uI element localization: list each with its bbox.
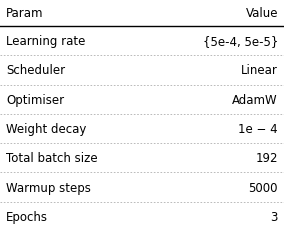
Text: Value: Value (245, 7, 278, 20)
Text: 3: 3 (271, 210, 278, 223)
Text: Optimiser: Optimiser (6, 93, 64, 106)
Text: 192: 192 (256, 152, 278, 164)
Text: Learning rate: Learning rate (6, 35, 85, 48)
Text: AdamW: AdamW (232, 93, 278, 106)
Text: Scheduler: Scheduler (6, 64, 65, 77)
Text: Warmup steps: Warmup steps (6, 181, 91, 194)
Text: Param: Param (6, 7, 43, 20)
Text: 1e − 4: 1e − 4 (238, 122, 278, 135)
Text: {5e-4, 5e-5}: {5e-4, 5e-5} (202, 35, 278, 48)
Text: Weight decay: Weight decay (6, 122, 86, 135)
Text: Epochs: Epochs (6, 210, 48, 223)
Text: Total batch size: Total batch size (6, 152, 98, 164)
Text: Linear: Linear (241, 64, 278, 77)
Text: 5000: 5000 (248, 181, 278, 194)
